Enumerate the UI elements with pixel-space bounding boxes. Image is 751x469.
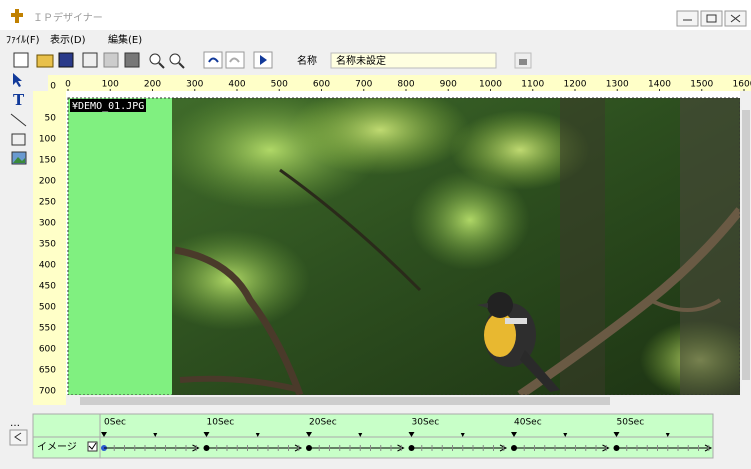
text-tool[interactable]: T xyxy=(13,91,25,109)
green-area xyxy=(68,98,172,395)
name-label: 名称 xyxy=(297,54,317,67)
ruler-x-label: 1200 xyxy=(564,80,587,90)
line-tool[interactable] xyxy=(11,114,26,126)
menu-item[interactable]: 編集(E) xyxy=(108,33,142,46)
collapse-button[interactable] xyxy=(10,430,27,445)
timeline-mark: 0Sec xyxy=(104,418,126,428)
list-button[interactable] xyxy=(125,53,139,67)
ruler-x-label: 400 xyxy=(228,80,245,90)
ruler-x-label: 200 xyxy=(144,80,161,90)
redo-button[interactable] xyxy=(226,52,244,68)
tree-button[interactable] xyxy=(83,53,97,67)
app-window: ＩＰデザイナー ﾌｧｲﾙ(F) 表示(D) 編集(E) 名称 名称未設定 xyxy=(0,0,751,465)
track-label: イメージ xyxy=(37,442,77,453)
ruler-y-label: 150 xyxy=(39,156,56,166)
menu-item[interactable]: ﾌｧｲﾙ(F) xyxy=(6,35,40,46)
timeline-mark: 20Sec xyxy=(309,418,337,428)
ruler-y-label: 450 xyxy=(39,282,56,292)
select-tool[interactable] xyxy=(13,73,22,87)
more-button[interactable]: … xyxy=(10,418,20,429)
window-controls xyxy=(677,11,746,26)
ruler-x-label: 600 xyxy=(313,80,330,90)
prop-button[interactable] xyxy=(104,53,118,67)
ruler-y-label: 600 xyxy=(39,345,56,355)
ruler-x-label: 800 xyxy=(397,80,414,90)
ruler-x-label: 1300 xyxy=(606,80,629,90)
ruler-y-label: 200 xyxy=(39,177,56,187)
ruler-y-label: 50 xyxy=(45,114,57,124)
ruler-y-label: 0 xyxy=(50,82,56,92)
zoom-out-button[interactable] xyxy=(170,54,180,64)
ruler-x-label: 700 xyxy=(355,80,372,90)
timeline-mark: 10Sec xyxy=(207,418,235,428)
ruler-y-label: 700 xyxy=(39,387,56,397)
ruler-x-label: 300 xyxy=(186,80,203,90)
menu-bar: ﾌｧｲﾙ(F) 表示(D) 編集(E) xyxy=(6,33,142,46)
name-value: 名称未設定 xyxy=(336,54,386,67)
tool-palette: T xyxy=(11,73,26,164)
ruler-y-label: 400 xyxy=(39,261,56,271)
timeline-mark: 40Sec xyxy=(514,418,542,428)
timeline-mark: 50Sec xyxy=(617,418,645,428)
new-button[interactable] xyxy=(14,53,28,67)
image-label: ¥DEMO_01.JPG xyxy=(72,101,144,112)
ruler-x-label: 1500 xyxy=(690,80,713,90)
ruler-x-label: 100 xyxy=(102,80,119,90)
window-title: ＩＰデザイナー xyxy=(33,11,103,24)
ruler-y-label: 350 xyxy=(39,240,56,250)
ruler-y-label: 650 xyxy=(39,366,56,376)
ruler-x-label: 1400 xyxy=(648,80,671,90)
maximize-button[interactable] xyxy=(701,11,722,26)
minimize-button[interactable] xyxy=(677,11,698,26)
open-button[interactable] xyxy=(37,55,53,67)
ruler-y-label: 250 xyxy=(39,198,56,208)
photo xyxy=(150,85,751,400)
toolbar: 名称 名称未設定 xyxy=(14,52,531,68)
ruler-x-label: 1100 xyxy=(521,80,544,90)
ruler-y-label: 550 xyxy=(39,324,56,334)
timeline xyxy=(33,414,713,458)
zoom-in-button[interactable] xyxy=(150,54,160,64)
menu-item[interactable]: 表示(D) xyxy=(50,33,86,46)
timeline-mark: 30Sec xyxy=(412,418,440,428)
undo-button[interactable] xyxy=(204,52,222,68)
ruler-y-label: 500 xyxy=(39,303,56,313)
ruler-x-label: 900 xyxy=(440,80,457,90)
ruler-y-label: 100 xyxy=(39,135,56,145)
ruler-x-label: 1000 xyxy=(479,80,502,90)
rect-tool[interactable] xyxy=(12,134,25,145)
title-bar xyxy=(0,0,751,30)
ruler-x-label: 0 xyxy=(65,80,71,90)
ruler-x-label: 500 xyxy=(271,80,288,90)
ruler-y-label: 300 xyxy=(39,219,56,229)
save-button[interactable] xyxy=(59,53,73,67)
